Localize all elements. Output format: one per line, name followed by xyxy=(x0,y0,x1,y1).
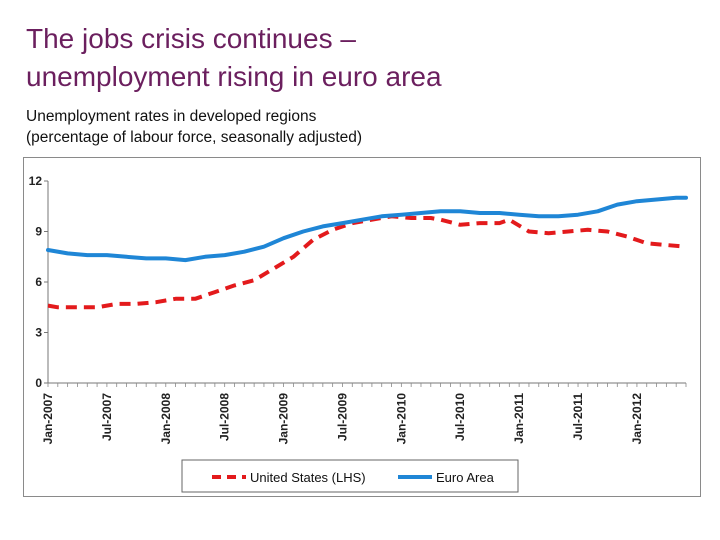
y-tick-label: 6 xyxy=(35,275,42,289)
x-tick-label: Jan-2010 xyxy=(394,393,408,445)
chart-frame xyxy=(23,157,701,497)
y-tick-label: 12 xyxy=(29,174,43,188)
legend-item-euro-area-label: Euro Area xyxy=(436,470,495,485)
y-tick-label: 0 xyxy=(35,376,42,390)
x-tick-label: Jul-2010 xyxy=(453,393,467,441)
y-tick-label: 3 xyxy=(35,326,42,340)
title-line-2: unemployment rising in euro area xyxy=(26,61,442,92)
x-tick-label: Jul-2009 xyxy=(335,393,349,441)
title-line-1: The jobs crisis continues – xyxy=(26,23,356,54)
chart-subtitle: Unemployment rates in developed regions … xyxy=(26,106,706,148)
x-tick-label: Jul-2007 xyxy=(100,393,114,441)
legend-item-us-label: United States (LHS) xyxy=(250,470,366,485)
x-tick-label: Jul-2011 xyxy=(571,393,585,441)
euro-area-unemployment-line xyxy=(46,195,688,263)
x-tick-label: Jan-2011 xyxy=(512,393,526,444)
x-tick-label: Jan-2009 xyxy=(277,393,291,445)
us-unemployment-line xyxy=(47,214,687,310)
x-tick-label: Jan-2007 xyxy=(41,393,55,445)
legend-box xyxy=(181,459,519,493)
y-tick-label: 9 xyxy=(35,225,42,239)
x-tick-label: Jul-2008 xyxy=(218,393,232,441)
subtitle-line-2: (percentage of labour force, seasonally … xyxy=(26,129,363,146)
x-tick-label: Jan-2008 xyxy=(159,393,173,445)
x-tick-label: Jan-2012 xyxy=(630,393,644,445)
page-title: The jobs crisis continues – unemployment… xyxy=(26,20,706,96)
subtitle-line-1: Unemployment rates in developed regions xyxy=(26,108,317,125)
